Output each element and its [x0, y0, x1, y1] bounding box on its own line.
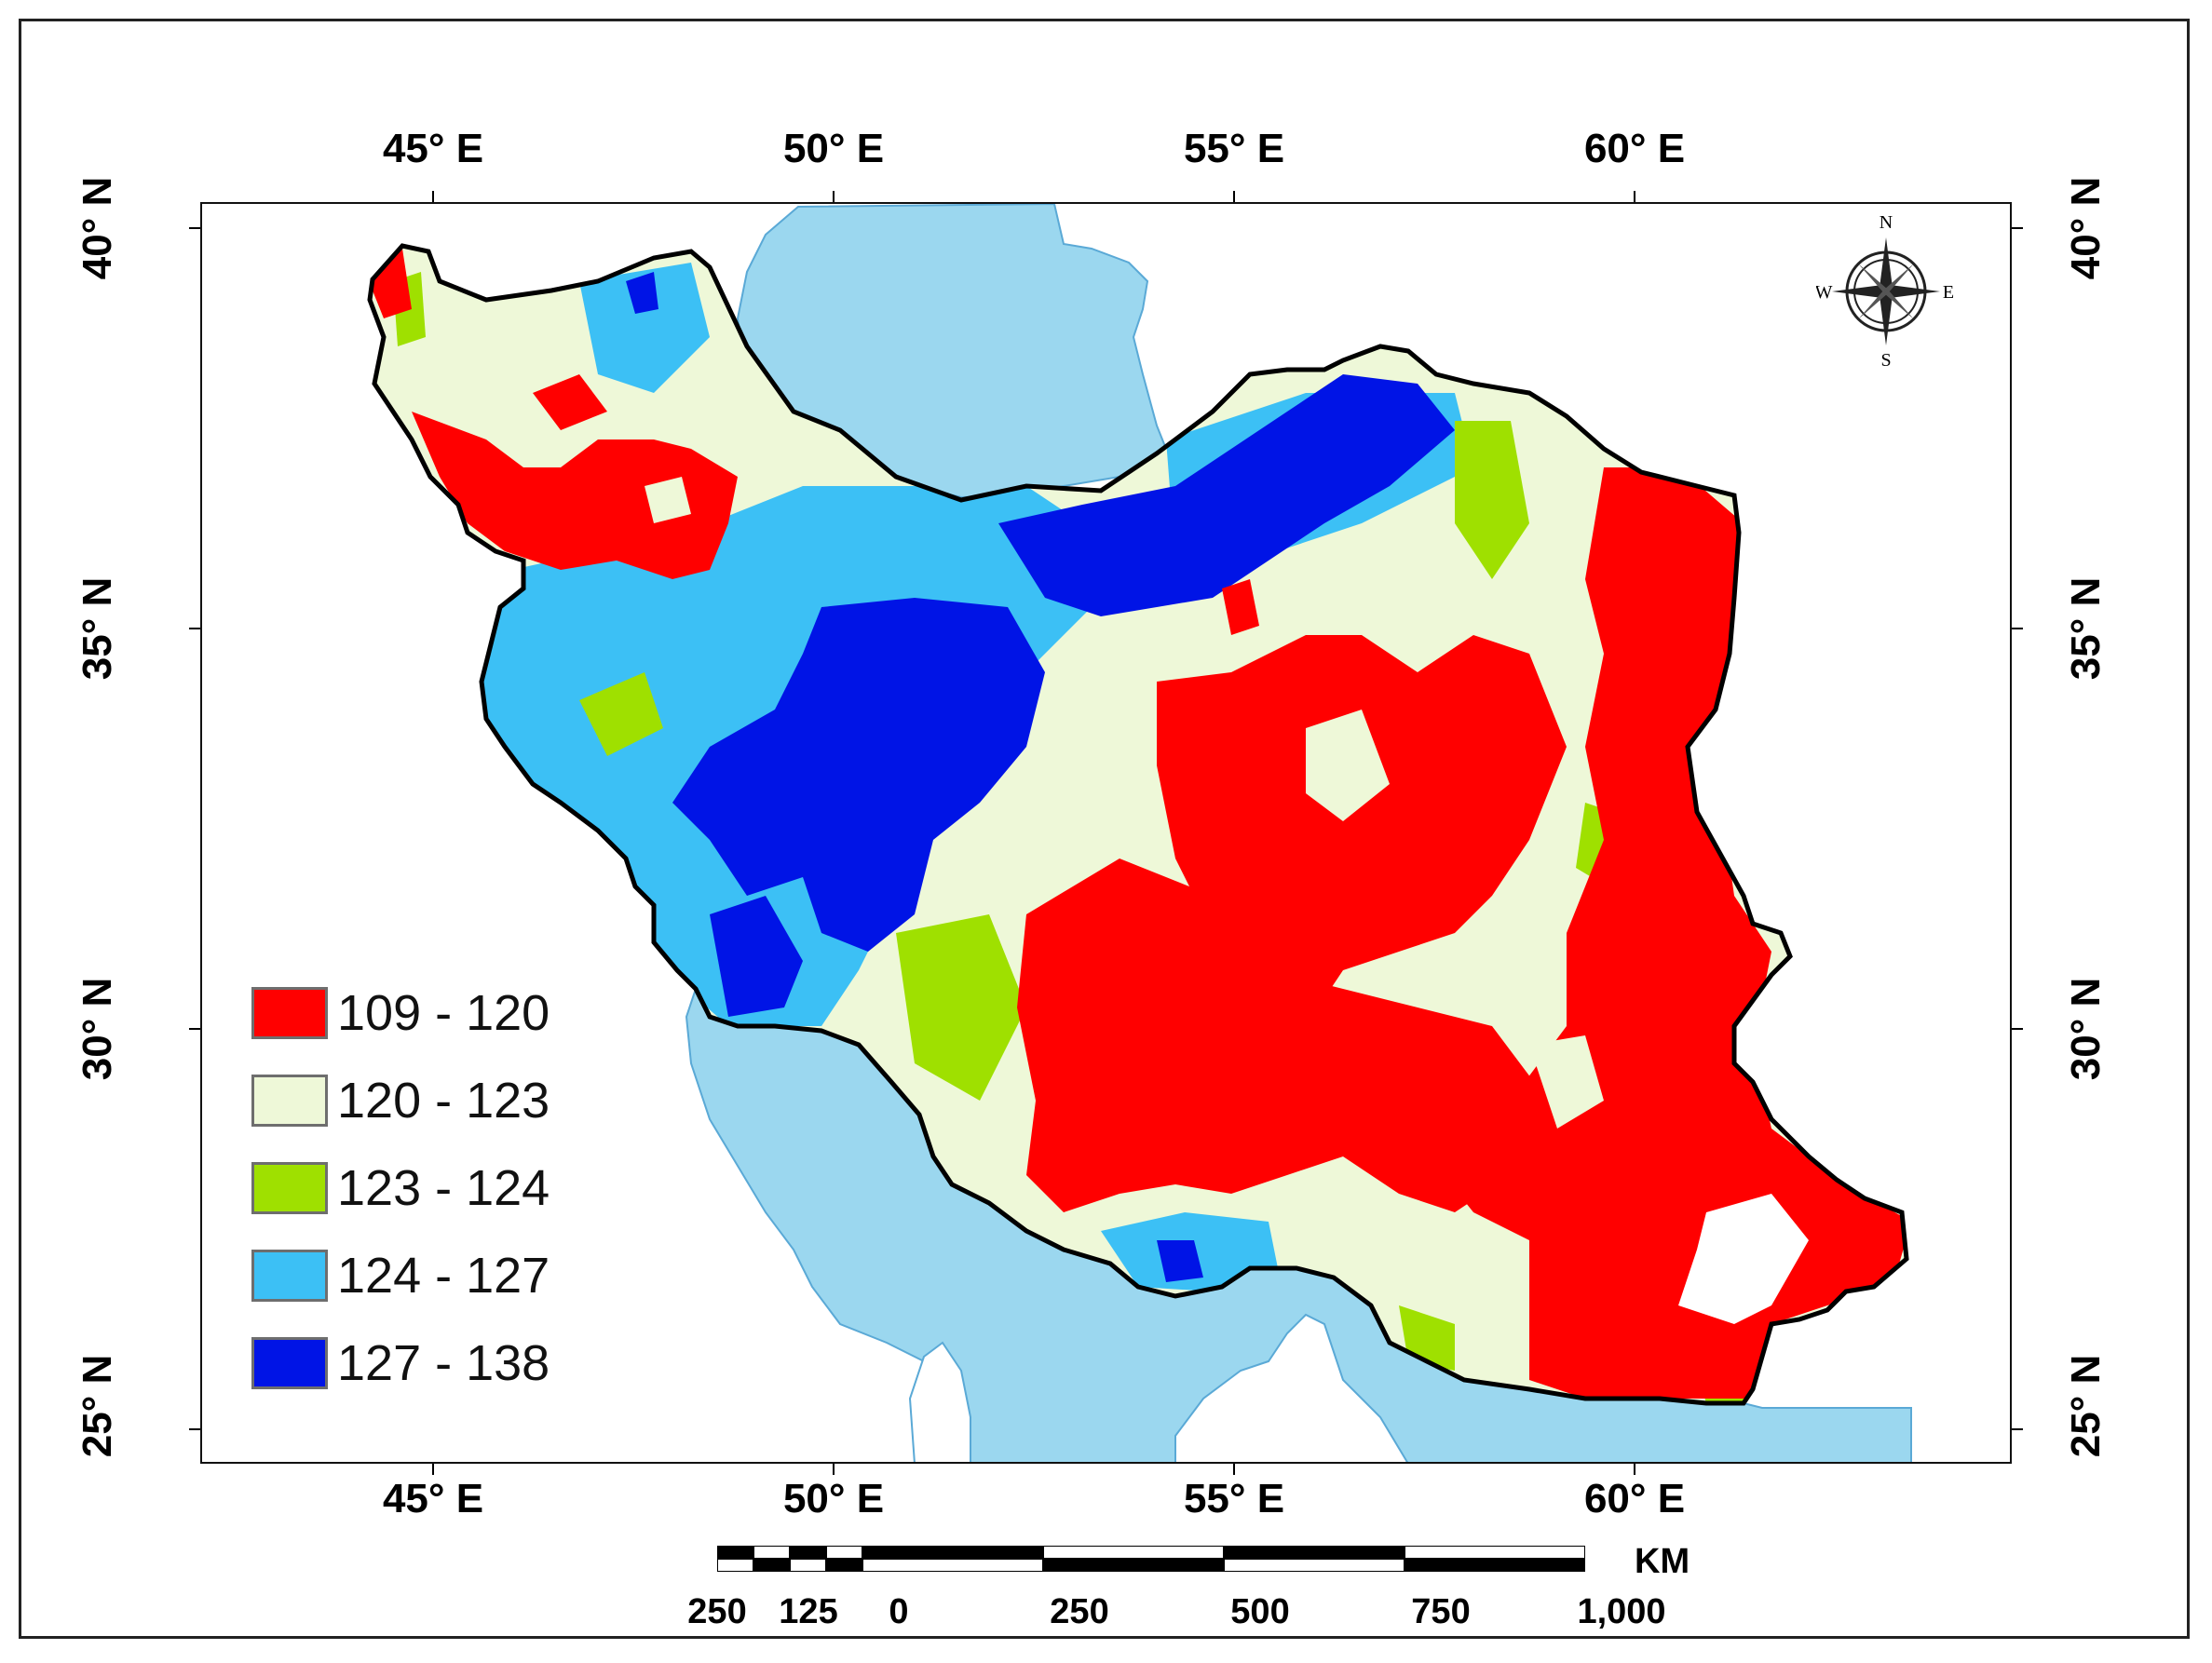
compass-e: E: [1943, 282, 1954, 303]
lon-label-top-50: 50° E: [782, 126, 885, 171]
zone-120-123-central-b: [1306, 710, 1390, 821]
legend-item: 127 - 138: [251, 1337, 605, 1393]
scale-label: 250: [1050, 1592, 1109, 1631]
scale-seg: [753, 1559, 790, 1572]
legend-label: 123 - 124: [337, 1160, 550, 1216]
scale-label: 500: [1230, 1592, 1290, 1631]
legend-label: 127 - 138: [337, 1335, 550, 1391]
zone-109-120-ne: [1222, 579, 1259, 635]
compass-s: S: [1880, 350, 1891, 368]
iran-map: [202, 204, 2010, 1462]
scale-seg: [1224, 1546, 1405, 1559]
scale-bar: [717, 1546, 1621, 1579]
zone-109-120-south: [1017, 859, 1548, 1212]
scale-seg: [717, 1559, 753, 1572]
lon-label-top-60: 60° E: [1583, 126, 1686, 171]
legend-item: 109 - 120: [251, 987, 605, 1043]
scale-label: 750: [1411, 1592, 1471, 1631]
scale-seg: [1043, 1559, 1224, 1572]
scale-seg: [790, 1546, 826, 1559]
scale-unit: KM: [1635, 1542, 1690, 1581]
scale-seg: [862, 1546, 1043, 1559]
legend-item: 120 - 123: [251, 1075, 605, 1130]
zone-120-123-southeast: [1678, 1194, 1809, 1324]
scale-seg: [826, 1559, 862, 1572]
legend-label: 109 - 120: [337, 985, 550, 1041]
scale-seg: [1405, 1546, 1585, 1559]
zone-124-127-north: [579, 263, 710, 393]
legend-item: 123 - 124: [251, 1162, 605, 1218]
legend-label: 124 - 127: [337, 1248, 550, 1304]
zone-127-138-southwest: [710, 896, 803, 1017]
scale-label: 1,000: [1577, 1592, 1666, 1631]
zone-120-123-nw-c: [645, 477, 691, 523]
scale-seg: [1405, 1559, 1585, 1572]
compass-rose-icon: N S W E: [1816, 212, 1954, 368]
legend-swatch: [251, 1250, 328, 1302]
zone-127-138-south: [1157, 1240, 1203, 1282]
scale-seg: [753, 1546, 790, 1559]
lon-label-bottom-60: 60° E: [1583, 1476, 1686, 1521]
scale-label: 0: [889, 1592, 909, 1631]
zone-109-120-northwest: [412, 412, 738, 579]
legend-swatch: [251, 1337, 328, 1389]
scale-seg: [717, 1546, 753, 1559]
zone-127-138-central: [672, 598, 1045, 952]
scale-seg: [1043, 1546, 1224, 1559]
zone-123-124-b: [1455, 421, 1529, 579]
legend-swatch: [251, 1075, 328, 1127]
lon-label-bottom-55: 55° E: [1183, 1476, 1285, 1521]
legend-label: 120 - 123: [337, 1073, 550, 1129]
zone-127-138-northwest: [626, 272, 658, 314]
zone-120-123-se-b: [1529, 1035, 1604, 1129]
scale-label: 250: [687, 1592, 747, 1631]
zone-109-120-east: [1436, 467, 1907, 1399]
qatar-peninsula: [908, 1341, 971, 1462]
map-area: [200, 202, 2012, 1464]
scale-seg: [1224, 1559, 1405, 1572]
zone-127-138-north: [998, 374, 1455, 616]
lon-label-top-55: 55° E: [1183, 126, 1285, 171]
legend-swatch: [251, 1162, 328, 1214]
zone-123-124-c: [896, 914, 1026, 1101]
scale-seg: [862, 1559, 1043, 1572]
scale-seg: [826, 1546, 862, 1559]
lon-label-bottom-45: 45° E: [382, 1476, 484, 1521]
zone-123-124-a: [579, 672, 663, 756]
zone-109-120-central: [1157, 635, 1567, 1026]
legend-item: 124 - 127: [251, 1250, 605, 1305]
compass-n: N: [1880, 212, 1893, 233]
scale-seg: [790, 1559, 826, 1572]
zone-109-120-nw-b: [533, 374, 607, 430]
legend-swatch: [251, 987, 328, 1039]
lon-label-top-45: 45° E: [382, 126, 484, 171]
scale-label: 125: [779, 1592, 838, 1631]
lon-label-bottom-50: 50° E: [782, 1476, 885, 1521]
compass-w: W: [1816, 282, 1833, 303]
